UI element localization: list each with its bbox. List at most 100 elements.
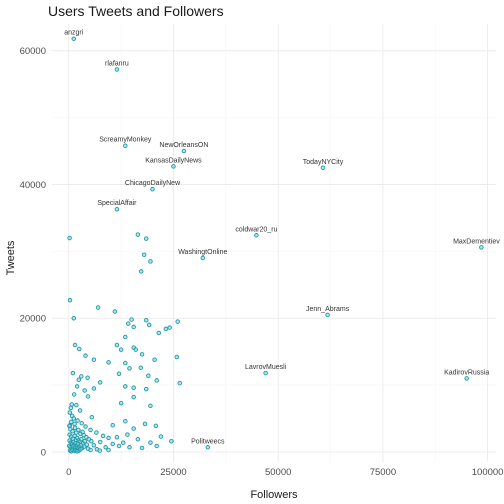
- point-label: Politweecs: [191, 438, 225, 445]
- scatter-point: [89, 414, 95, 420]
- x-tick-label: 0: [66, 467, 71, 478]
- scatter-point: [82, 444, 87, 449]
- scatter-point: [123, 143, 128, 148]
- scatter-point: [141, 252, 147, 257]
- scatter-point: [89, 439, 94, 444]
- x-axis-ticks: 0 25000 50000 75000 100000: [66, 467, 503, 478]
- scatter-point: [131, 426, 136, 431]
- scatter-point: [79, 437, 84, 442]
- scatter-point: [91, 443, 97, 448]
- scatter-point: [138, 269, 144, 274]
- point-label: KansasDailyNews: [145, 157, 202, 164]
- scatter-point: [110, 441, 115, 447]
- scatter-point: [77, 408, 83, 413]
- scatter-point: [72, 425, 78, 431]
- x-tick-label: 75000: [370, 467, 396, 478]
- scatter-point: [131, 385, 136, 391]
- scatter-point: [181, 148, 187, 154]
- scatter-point: [138, 365, 144, 370]
- scatter-point: [479, 245, 484, 250]
- scatter-point: [152, 357, 157, 362]
- scatter-point: [70, 370, 76, 376]
- scatter-point: [114, 67, 120, 72]
- scatter-point: [154, 378, 159, 383]
- scatter-point: [79, 420, 84, 426]
- scatter-point: [169, 439, 174, 444]
- x-tick-label: 50000: [265, 467, 291, 478]
- scatter-point: [100, 433, 106, 439]
- scatter-point: [125, 432, 130, 437]
- grid-lines: [52, 24, 496, 462]
- scatter-point: [106, 447, 111, 453]
- scatter-point: [123, 334, 128, 340]
- scatter-point: [464, 376, 469, 381]
- scatter-point: [106, 435, 111, 441]
- scatter-point: [106, 360, 111, 365]
- scatter-point: [133, 347, 139, 352]
- scatter-point: [79, 374, 84, 379]
- point-label: KadirovRussia: [444, 369, 489, 376]
- point-label: coldwar20_ru: [235, 226, 277, 233]
- scatter-point: [85, 375, 90, 380]
- y-tick-label: 0: [41, 447, 46, 458]
- scatter-point: [71, 315, 77, 321]
- scatter-point: [68, 405, 74, 411]
- point-label: ChicagoDailyNew: [125, 180, 181, 187]
- point-label: Jenn_Abrams: [306, 306, 350, 313]
- scatter-point: [94, 430, 99, 435]
- scatter-point: [67, 297, 73, 303]
- scatter-point: [72, 421, 77, 427]
- scatter-point: [146, 322, 152, 328]
- point-label: SpecialAffair: [97, 200, 137, 207]
- scatter-point: [143, 317, 149, 323]
- scatter-point: [174, 354, 180, 360]
- scatter-point: [82, 388, 87, 393]
- scatter-point: [146, 373, 151, 378]
- scatter-point: [320, 165, 326, 171]
- scatter-point: [148, 259, 153, 264]
- scatter-point: [76, 346, 82, 352]
- scatter-point: [95, 305, 101, 310]
- scatter-point: [156, 330, 162, 336]
- scatter-point: [120, 440, 126, 445]
- scatter-point: [97, 380, 103, 385]
- scatter-point: [88, 427, 93, 433]
- scatter-point: [254, 233, 259, 238]
- scatter-point: [131, 324, 136, 330]
- scatter-point: [71, 392, 77, 397]
- scatter-point: [263, 370, 268, 376]
- point-label: anzgri: [64, 30, 84, 37]
- x-tick-label: 100000: [472, 467, 504, 478]
- scatter-point: [123, 360, 128, 366]
- scatter-point: [67, 423, 72, 429]
- scatter-point: [163, 326, 169, 332]
- scatter-point: [74, 449, 80, 454]
- scatter-point: [67, 410, 73, 415]
- y-tick-label: 20000: [20, 314, 46, 325]
- scatter-point: [148, 403, 153, 409]
- scatter-point: [69, 419, 74, 425]
- scatter-point: [150, 186, 155, 192]
- scatter-point: [88, 447, 93, 453]
- x-axis-title: Followers: [250, 489, 298, 501]
- point-labels: anzgri rlafanru ScreamyMonkey NewOrleansON K…: [64, 30, 500, 446]
- scatter-point: [74, 402, 79, 408]
- scatter-point: [158, 434, 164, 439]
- scatter-point: [116, 443, 122, 449]
- scatter-point: [114, 435, 120, 440]
- scatter-point: [103, 445, 108, 450]
- x-tick-label: 25000: [160, 467, 186, 478]
- scatter-point: [75, 418, 80, 423]
- scatter-point: [76, 427, 81, 433]
- scatter-point: [139, 445, 145, 451]
- scatter-point: [139, 352, 145, 357]
- y-axis-title: Tweets: [5, 240, 17, 275]
- point-label: NewOrleansON: [159, 142, 208, 149]
- scatter-point: [114, 342, 120, 348]
- scatter-point: [200, 255, 206, 261]
- scatter-point: [67, 235, 72, 241]
- scatter-point: [112, 309, 118, 314]
- scatter-point: [135, 232, 141, 237]
- scatter-point: [127, 366, 132, 371]
- scatter-point: [205, 445, 211, 450]
